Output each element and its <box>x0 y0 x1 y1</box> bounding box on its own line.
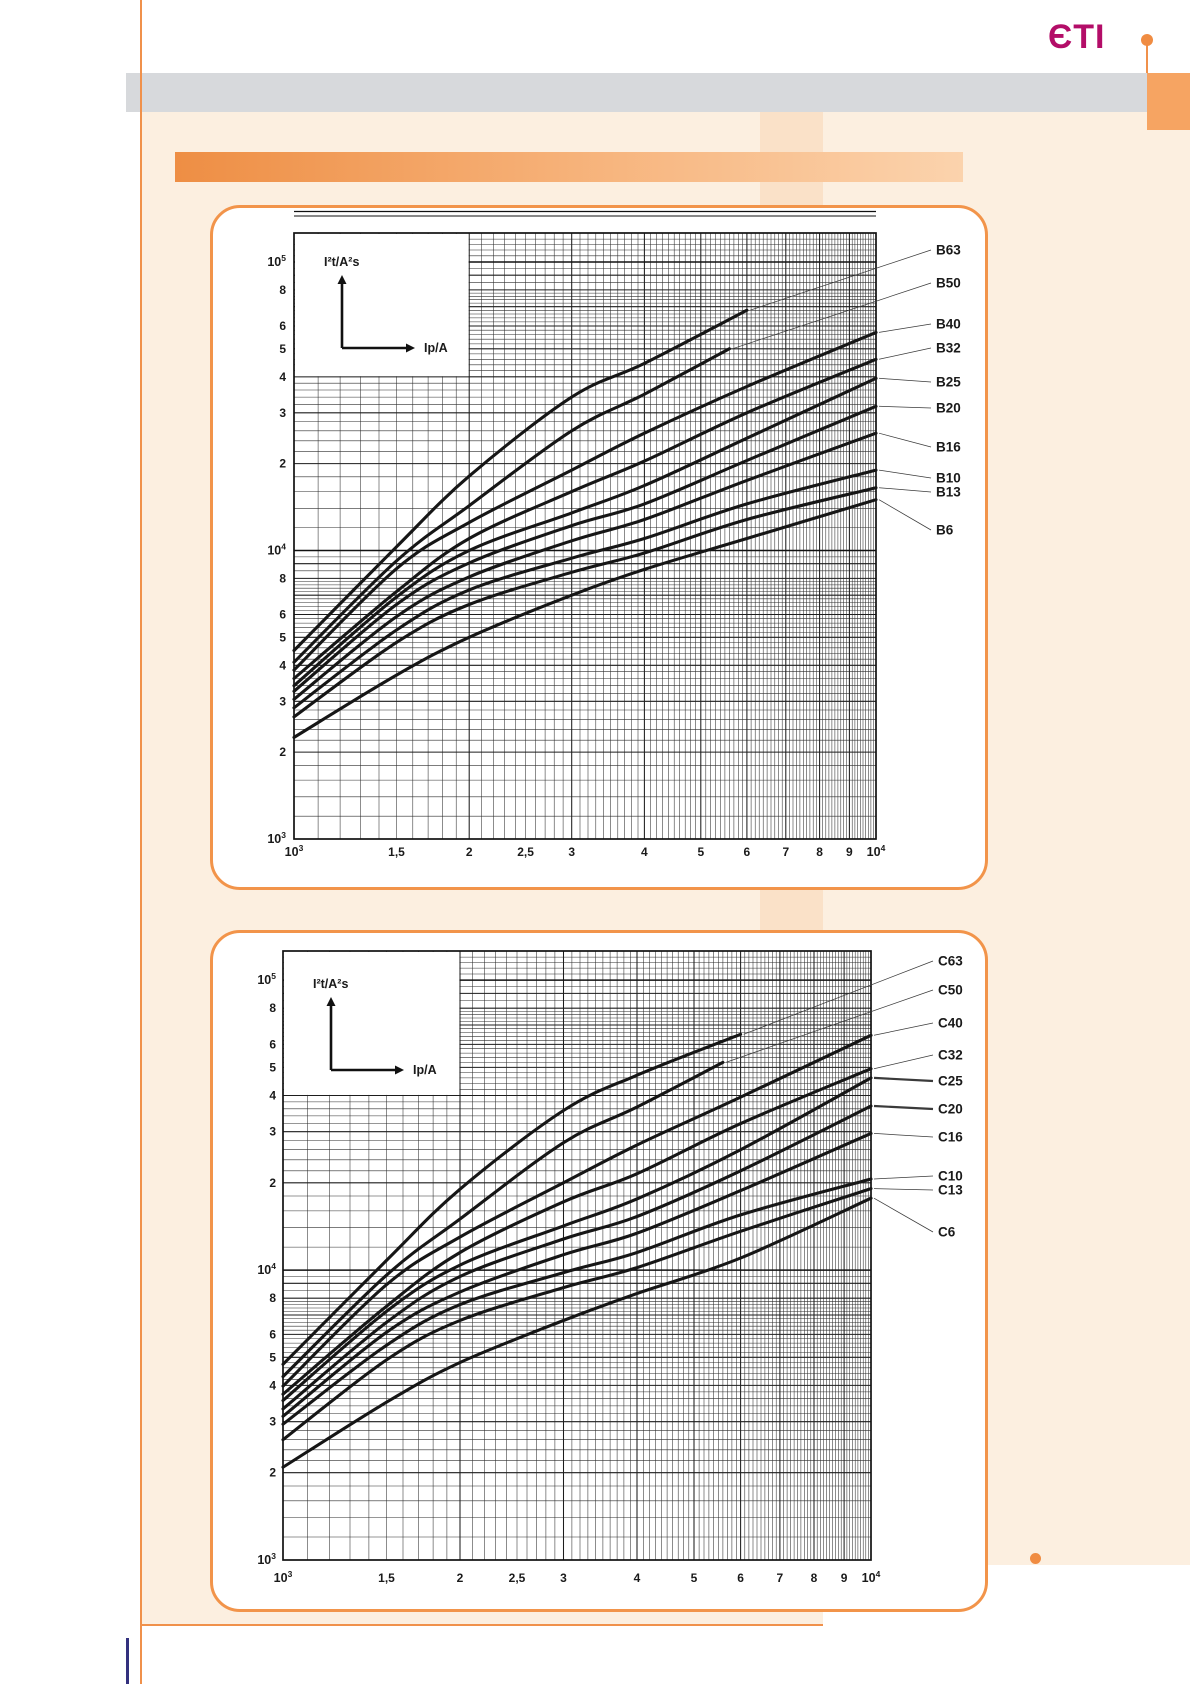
svg-text:B40: B40 <box>936 317 961 332</box>
content-bottom-rule <box>142 1624 823 1626</box>
svg-text:103: 103 <box>274 1569 293 1585</box>
eti-logo: ЄTI <box>1048 18 1106 56</box>
dot-stem-line <box>1146 45 1148 73</box>
svg-text:7: 7 <box>782 845 789 859</box>
svg-text:4: 4 <box>634 1571 641 1585</box>
svg-text:6: 6 <box>279 608 286 622</box>
svg-text:8: 8 <box>816 845 823 859</box>
svg-text:4: 4 <box>269 1378 276 1392</box>
svg-text:105: 105 <box>257 971 276 987</box>
svg-text:6: 6 <box>744 845 751 859</box>
svg-text:2: 2 <box>279 745 286 759</box>
b-curve-chart-panel: I²t/A²s Ip/A 103 1,5 2 2,5 3 4 5 6 7 8 9 104 105 8 6 5 4 3 2… <box>210 205 988 890</box>
svg-text:C6: C6 <box>938 1225 956 1240</box>
svg-text:8: 8 <box>269 1291 276 1305</box>
svg-text:104: 104 <box>867 843 886 859</box>
svg-text:B6: B6 <box>936 523 954 538</box>
svg-text:104: 104 <box>267 542 286 558</box>
svg-text:8: 8 <box>811 1571 818 1585</box>
svg-text:6: 6 <box>279 319 286 333</box>
header-accent-block <box>1147 73 1190 130</box>
svg-text:5: 5 <box>279 630 286 644</box>
svg-text:C63: C63 <box>938 954 963 969</box>
footer-navy-mark <box>126 1638 129 1684</box>
svg-text:2: 2 <box>457 1571 464 1585</box>
svg-text:103: 103 <box>257 1551 276 1567</box>
svg-text:4: 4 <box>269 1089 276 1103</box>
header-gray-bar <box>126 73 1147 112</box>
b-curve-let-through-chart: I²t/A²s Ip/A 103 1,5 2 2,5 3 4 5 6 7 8 9 104 105 8 6 5 4 3 2… <box>267 210 961 859</box>
svg-text:3: 3 <box>269 1415 276 1429</box>
svg-text:Ip/A: Ip/A <box>413 1063 437 1077</box>
svg-text:7: 7 <box>777 1571 784 1585</box>
svg-text:B25: B25 <box>936 375 961 390</box>
svg-text:I²t/A²s: I²t/A²s <box>313 977 348 991</box>
svg-text:8: 8 <box>279 283 286 297</box>
svg-text:103: 103 <box>285 843 304 859</box>
svg-text:9: 9 <box>846 845 853 859</box>
svg-text:104: 104 <box>862 1569 881 1585</box>
svg-text:3: 3 <box>568 845 575 859</box>
svg-text:4: 4 <box>279 658 286 672</box>
svg-text:4: 4 <box>641 845 648 859</box>
svg-text:3: 3 <box>279 406 286 420</box>
svg-text:B63: B63 <box>936 243 961 258</box>
svg-text:B13: B13 <box>936 485 961 500</box>
svg-text:B50: B50 <box>936 276 961 291</box>
svg-text:8: 8 <box>279 571 286 585</box>
svg-text:C13: C13 <box>938 1183 963 1198</box>
svg-text:6: 6 <box>737 1571 744 1585</box>
svg-text:C25: C25 <box>938 1074 963 1089</box>
c-curve-chart-panel: I²t/A²s Ip/A 103 1,5 2 2,5 3 4 5 6 7 8 9 104 105 8 6 5 4 3 2… <box>210 930 988 1612</box>
svg-text:C40: C40 <box>938 1016 963 1031</box>
svg-text:1,5: 1,5 <box>388 845 405 859</box>
svg-text:3: 3 <box>279 694 286 708</box>
svg-text:5: 5 <box>279 342 286 356</box>
svg-text:105: 105 <box>267 253 286 269</box>
svg-text:2: 2 <box>466 845 473 859</box>
svg-text:2: 2 <box>269 1176 276 1190</box>
svg-text:3: 3 <box>269 1125 276 1139</box>
svg-text:C50: C50 <box>938 983 963 998</box>
svg-text:C32: C32 <box>938 1048 963 1063</box>
svg-text:C16: C16 <box>938 1130 963 1145</box>
svg-text:104: 104 <box>257 1261 276 1277</box>
svg-text:103: 103 <box>267 830 286 846</box>
svg-text:C20: C20 <box>938 1102 963 1117</box>
footer-dot-icon <box>1030 1553 1041 1564</box>
c-curve-let-through-chart: I²t/A²s Ip/A 103 1,5 2 2,5 3 4 5 6 7 8 9 104 105 8 6 5 4 3 2… <box>257 950 963 1585</box>
corner-dot-icon <box>1141 34 1153 46</box>
svg-text:B32: B32 <box>936 341 961 356</box>
svg-text:5: 5 <box>269 1350 276 1364</box>
left-margin-rule <box>140 0 142 1684</box>
svg-text:2: 2 <box>269 1466 276 1480</box>
svg-text:Ip/A: Ip/A <box>424 341 448 355</box>
svg-text:8: 8 <box>269 1001 276 1015</box>
svg-text:6: 6 <box>269 1037 276 1051</box>
svg-text:9: 9 <box>841 1571 848 1585</box>
svg-text:B20: B20 <box>936 401 961 416</box>
svg-text:B16: B16 <box>936 440 961 455</box>
svg-text:5: 5 <box>269 1060 276 1074</box>
svg-text:2,5: 2,5 <box>517 845 534 859</box>
svg-text:6: 6 <box>269 1327 276 1341</box>
svg-text:2,5: 2,5 <box>509 1571 526 1585</box>
svg-text:1,5: 1,5 <box>378 1571 395 1585</box>
svg-text:C10: C10 <box>938 1169 963 1184</box>
section-title-bar <box>175 152 963 182</box>
svg-text:5: 5 <box>691 1571 698 1585</box>
svg-text:I²t/A²s: I²t/A²s <box>324 255 359 269</box>
svg-text:3: 3 <box>560 1571 567 1585</box>
svg-text:4: 4 <box>279 370 286 384</box>
svg-text:5: 5 <box>697 845 704 859</box>
svg-text:2: 2 <box>279 457 286 471</box>
svg-text:B10: B10 <box>936 471 961 486</box>
